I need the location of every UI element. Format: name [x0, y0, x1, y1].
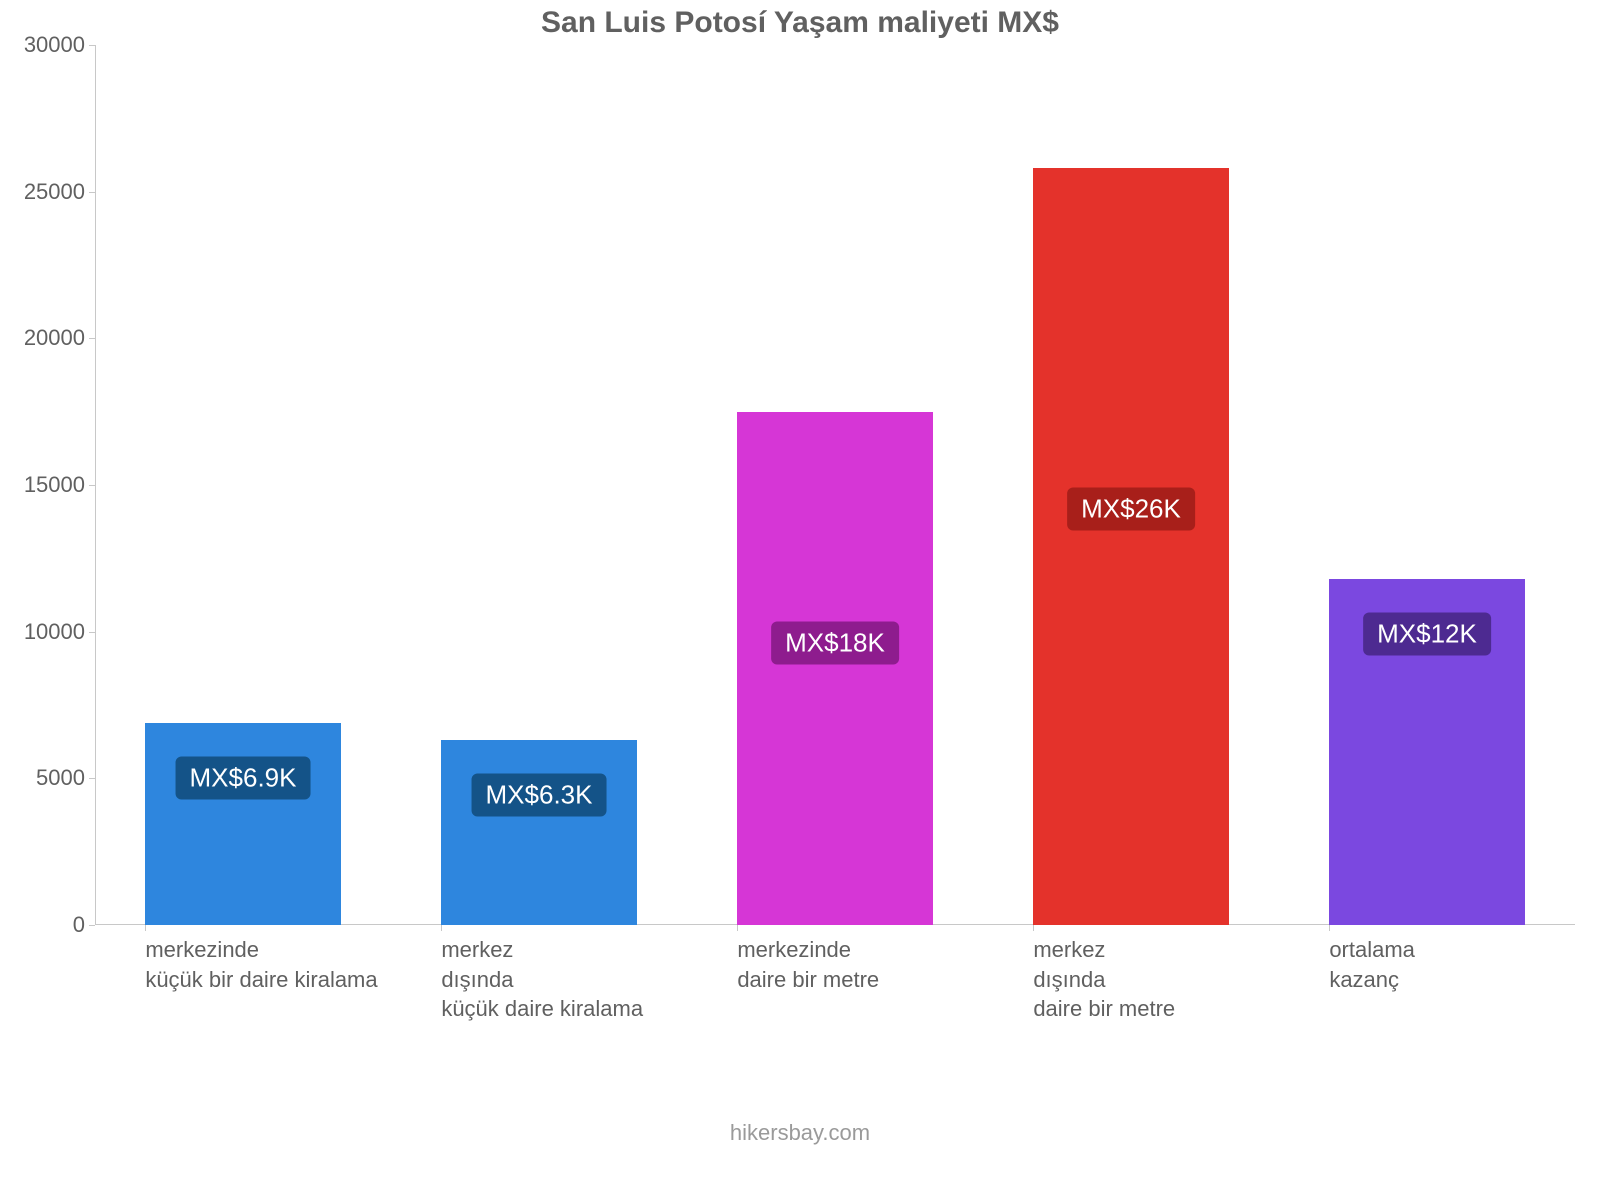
- bar: [145, 723, 340, 925]
- ytick-label: 15000: [24, 472, 85, 498]
- x-category-label: merkez dışında küçük daire kiralama: [441, 935, 767, 1024]
- bar: [441, 740, 636, 925]
- ytick-label: 10000: [24, 619, 85, 645]
- ytick-mark: [89, 778, 95, 779]
- xtick-mark: [1033, 925, 1034, 931]
- xtick-mark: [1329, 925, 1330, 931]
- credit-text: hikersbay.com: [0, 1120, 1600, 1146]
- ytick-label: 30000: [24, 32, 85, 58]
- x-category-label: merkezinde küçük bir daire kiralama: [145, 935, 471, 994]
- x-category-label: merkezinde daire bir metre: [737, 935, 1063, 994]
- xtick-mark: [441, 925, 442, 931]
- bar-value-label: MX$18K: [771, 621, 899, 664]
- chart-container: San Luis Potosí Yaşam maliyeti MX$ 05000…: [0, 0, 1600, 1200]
- x-category-label: ortalama kazanç: [1329, 935, 1600, 994]
- ytick-mark: [89, 338, 95, 339]
- ytick-label: 5000: [36, 765, 85, 791]
- plot-area: 050001000015000200002500030000MX$6.9Kmer…: [95, 45, 1575, 925]
- ytick-mark: [89, 192, 95, 193]
- xtick-mark: [145, 925, 146, 931]
- ytick-label: 20000: [24, 325, 85, 351]
- bar: [1033, 168, 1228, 925]
- ytick-mark: [89, 485, 95, 486]
- bar-value-label: MX$6.3K: [472, 774, 607, 817]
- y-axis: [95, 45, 96, 925]
- bar-value-label: MX$6.9K: [176, 756, 311, 799]
- bar-value-label: MX$26K: [1067, 487, 1195, 530]
- ytick-label: 0: [73, 912, 85, 938]
- ytick-mark: [89, 925, 95, 926]
- ytick-mark: [89, 45, 95, 46]
- ytick-label: 25000: [24, 179, 85, 205]
- xtick-mark: [737, 925, 738, 931]
- chart-title: San Luis Potosí Yaşam maliyeti MX$: [0, 6, 1600, 40]
- x-category-label: merkez dışında daire bir metre: [1033, 935, 1359, 1024]
- ytick-mark: [89, 632, 95, 633]
- bar-value-label: MX$12K: [1363, 612, 1491, 655]
- bar: [737, 412, 932, 925]
